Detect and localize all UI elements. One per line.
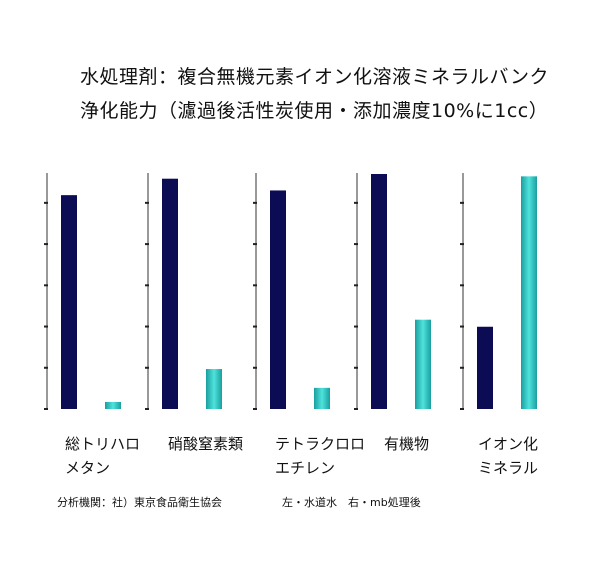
panel-5-label-line-1: イオン化 <box>478 435 539 453</box>
chart-title-line-1: 水処理剤：複合無機元素イオン化溶液ミネラルバンク <box>80 66 549 88</box>
panel-5-bar-tap-water <box>477 326 493 409</box>
panel-4-category-label: 有機物 <box>384 432 429 456</box>
chart-title-line-2: 浄化能力（濾過後活性炭使用・添加濃度10%に1cc） <box>80 100 549 122</box>
panel-5-category-label: イオン化 ミネラル <box>478 432 538 480</box>
panel-3-category-label: テトラクロロ エチレン <box>275 432 365 480</box>
panel-1-bar-tap-water <box>61 195 77 409</box>
panel-3-label-line-1: テトラクロロ <box>275 435 366 453</box>
panel-4-bar-tap-water <box>371 174 387 409</box>
panel-1-category-label: 総トリハロ メタン <box>65 432 140 480</box>
source-note: 分析機関：社）東京食品衛生協会 <box>57 496 222 509</box>
panel-3-label-line-2: エチレン <box>275 459 336 477</box>
panel-4-bar-mb-treated <box>415 319 431 409</box>
panel-1-label-line-1: 総トリハロ <box>65 435 141 453</box>
panel-1-bar-mb-treated <box>105 401 121 409</box>
panel-5-label-line-2: ミネラル <box>478 459 539 477</box>
panel-3-bar-tap-water <box>270 190 286 409</box>
panel-5-bar-mb-treated <box>521 176 537 409</box>
legend-note: 左・水道水 右・mb処理後 <box>282 496 421 509</box>
panel-2-bar-mb-treated <box>206 369 222 409</box>
panel-3-bar-mb-treated <box>314 387 330 409</box>
panel-2-label-line-1: 硝酸窒素類 <box>168 435 244 453</box>
panel-4-label-line-1: 有機物 <box>384 435 430 453</box>
panel-2-bar-tap-water <box>162 178 178 409</box>
panel-1-label-line-2: メタン <box>65 459 111 477</box>
panel-2-category-label: 硝酸窒素類 <box>168 432 243 456</box>
